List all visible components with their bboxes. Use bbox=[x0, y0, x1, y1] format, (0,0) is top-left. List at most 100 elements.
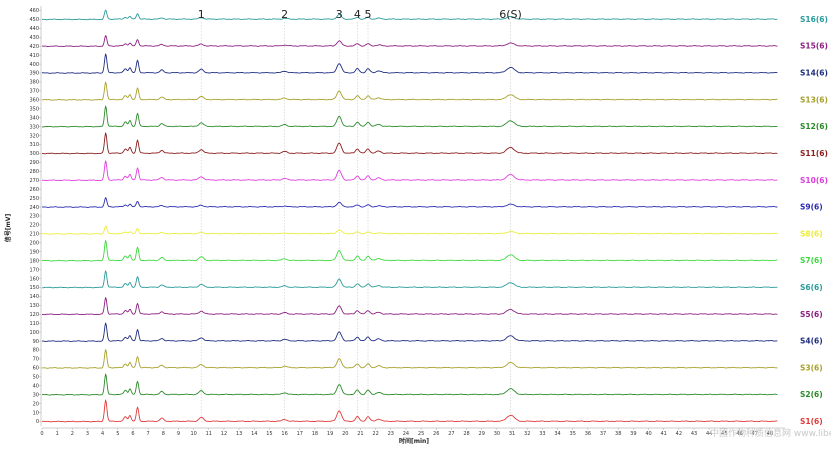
y-tick-label: 350 bbox=[29, 106, 39, 112]
peak-marker-lines bbox=[200, 22, 511, 422]
x-tick-label: 35 bbox=[570, 431, 576, 437]
trace-line bbox=[41, 269, 778, 289]
y-tick-label: 300 bbox=[29, 151, 39, 157]
trace-line bbox=[41, 105, 778, 128]
x-tick-label: 20 bbox=[342, 431, 348, 437]
y-tick-label: 420 bbox=[29, 44, 39, 50]
x-tick-label: 21 bbox=[357, 431, 363, 437]
x-axis-title: 时间[min] bbox=[399, 437, 429, 445]
legend-item: S10(6) bbox=[800, 176, 828, 185]
peak-label: 2 bbox=[281, 8, 288, 21]
y-tick-label: 280 bbox=[29, 169, 39, 175]
legend-item: S6(6) bbox=[800, 283, 823, 292]
x-tick-label: 46 bbox=[736, 431, 742, 437]
x-tick-label: 23 bbox=[388, 431, 394, 437]
trace-line bbox=[41, 53, 778, 74]
peak-label: 6(S) bbox=[499, 8, 522, 21]
x-tick-label: 3 bbox=[86, 431, 89, 437]
y-tick-label: 460 bbox=[29, 8, 39, 14]
y-tick-label: 130 bbox=[29, 303, 39, 309]
peak-label: 5 bbox=[365, 8, 372, 21]
y-tick-label: 340 bbox=[29, 115, 39, 121]
peak-label: 4 bbox=[354, 8, 361, 21]
trace-line bbox=[41, 225, 778, 235]
x-tick-label: 26 bbox=[433, 431, 439, 437]
x-tick-label: 1 bbox=[56, 431, 59, 437]
x-tick-label: 38 bbox=[615, 431, 621, 437]
y-tick-label: 380 bbox=[29, 80, 39, 86]
legend-item: S4(6) bbox=[800, 337, 823, 346]
trace-line bbox=[41, 348, 778, 369]
legend-item: S9(6) bbox=[800, 203, 823, 212]
y-tick-label: 20 bbox=[33, 401, 39, 407]
y-tick-label: 110 bbox=[29, 321, 39, 327]
x-tick-label: 28 bbox=[463, 431, 469, 437]
legend: S1(6) S2(6) S3(6) S4(6) S5(6) S6(6) S7(6) S8(6)… bbox=[800, 15, 828, 426]
y-tick-label: 370 bbox=[29, 89, 39, 95]
peak-labels: 1 2 3 4 5 6(S) bbox=[198, 8, 522, 21]
y-tick-label: 390 bbox=[29, 71, 39, 77]
y-axis: 0 10 20 30 40 50 60 70 80 90 100 110 120 130 140 150 160… bbox=[29, 6, 42, 426]
y-tick-label: 30 bbox=[33, 392, 39, 398]
x-tick-label: 30 bbox=[494, 431, 500, 437]
y-tick-label: 400 bbox=[29, 62, 39, 68]
x-tick-label: 45 bbox=[721, 431, 727, 437]
trace-line bbox=[41, 81, 778, 101]
y-tick-label: 410 bbox=[29, 53, 39, 59]
y-tick-label: 320 bbox=[29, 133, 39, 139]
x-tick-label: 19 bbox=[327, 431, 333, 437]
x-tick-label: 47 bbox=[751, 431, 757, 437]
trace-line bbox=[41, 322, 778, 342]
y-tick-label: 260 bbox=[29, 187, 39, 193]
x-tick-label: 14 bbox=[251, 431, 257, 437]
y-tick-label: 360 bbox=[29, 98, 39, 104]
x-tick-label: 10 bbox=[190, 431, 196, 437]
x-tick-label: 13 bbox=[236, 431, 242, 437]
legend-item: S5(6) bbox=[800, 310, 823, 319]
x-tick-label: 5 bbox=[116, 431, 119, 437]
x-tick-label: 37 bbox=[600, 431, 606, 437]
legend-item: S12(6) bbox=[800, 122, 828, 131]
legend-item: S11(6) bbox=[800, 149, 828, 158]
x-tick-label: 39 bbox=[630, 431, 636, 437]
legend-item: S15(6) bbox=[800, 42, 828, 51]
x-tick-label: 0 bbox=[40, 431, 43, 437]
y-tick-label: 140 bbox=[29, 294, 39, 300]
trace-line bbox=[41, 399, 778, 423]
y-tick-label: 100 bbox=[29, 330, 39, 336]
y-tick-label: 80 bbox=[33, 348, 39, 354]
x-tick-label: 32 bbox=[524, 431, 530, 437]
x-tick-label: 41 bbox=[661, 431, 667, 437]
y-axis-title: 信号[mV] bbox=[4, 214, 12, 243]
x-tick-label: 15 bbox=[266, 431, 272, 437]
legend-item: S2(6) bbox=[800, 390, 823, 399]
x-tick-label: 25 bbox=[418, 431, 424, 437]
y-tick-label: 150 bbox=[29, 285, 39, 291]
y-tick-label: 50 bbox=[33, 375, 39, 381]
y-tick-label: 200 bbox=[29, 241, 39, 247]
x-tick-label: 29 bbox=[479, 431, 485, 437]
x-tick-label: 31 bbox=[509, 431, 515, 437]
trace-line bbox=[41, 132, 778, 155]
x-tick-label: 40 bbox=[645, 431, 651, 437]
y-tick-label: 70 bbox=[33, 357, 39, 363]
y-tick-label: 170 bbox=[29, 267, 39, 273]
x-tick-label: 44 bbox=[706, 431, 712, 437]
y-tick-label: 450 bbox=[29, 17, 39, 23]
y-tick-label: 250 bbox=[29, 196, 39, 202]
trace-line bbox=[41, 373, 778, 396]
y-tick-label: 310 bbox=[29, 142, 39, 148]
y-tick-label: 220 bbox=[29, 223, 39, 229]
y-tick-label: 120 bbox=[29, 312, 39, 318]
x-tick-label: 22 bbox=[372, 431, 378, 437]
y-tick-label: 40 bbox=[33, 383, 39, 389]
y-tick-label: 160 bbox=[29, 276, 39, 282]
y-tick-label: 60 bbox=[33, 366, 39, 372]
y-tick-label: 290 bbox=[29, 160, 39, 166]
x-tick-label: 27 bbox=[448, 431, 454, 437]
x-tick-label: 24 bbox=[403, 431, 409, 437]
x-tick-label: 2 bbox=[71, 431, 74, 437]
y-tick-label: 90 bbox=[33, 339, 39, 345]
x-tick-label: 4 bbox=[101, 431, 104, 437]
